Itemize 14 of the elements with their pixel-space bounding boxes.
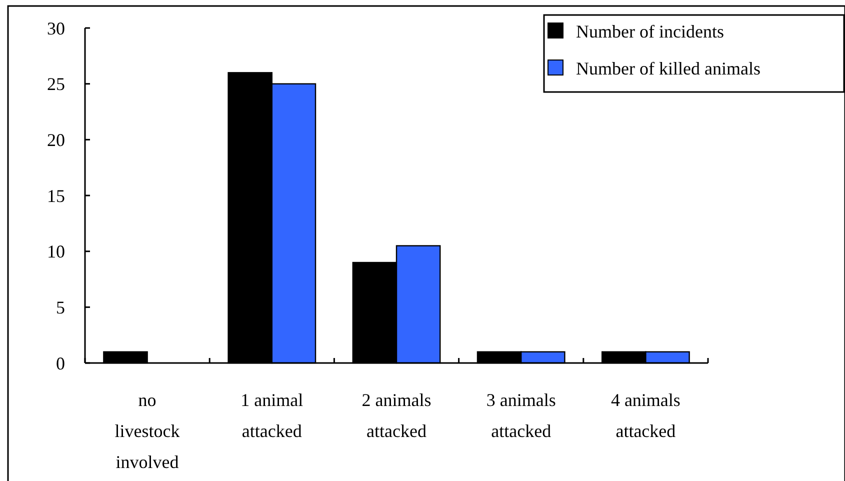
x-tick-label: no livestock involved <box>114 390 180 472</box>
x-tick-label: 2 animals attacked <box>362 390 432 441</box>
x-tick-label: 4 animals attacked <box>610 390 680 441</box>
y-tick-label: 30 <box>47 18 65 38</box>
legend-label: Number of killed animals <box>576 58 760 78</box>
y-tick-label: 15 <box>47 186 65 206</box>
x-tick-label: 3 animals attacked <box>486 390 556 441</box>
y-tick-label: 0 <box>56 353 65 374</box>
legend-label: Number of incidents <box>576 21 724 42</box>
y-tick-label: 5 <box>56 297 65 318</box>
x-tick-label: 1 animal attacked <box>240 390 304 441</box>
y-tick-label: 20 <box>47 130 65 150</box>
y-tick-label: 10 <box>47 242 65 262</box>
y-tick-label: 25 <box>47 74 65 94</box>
